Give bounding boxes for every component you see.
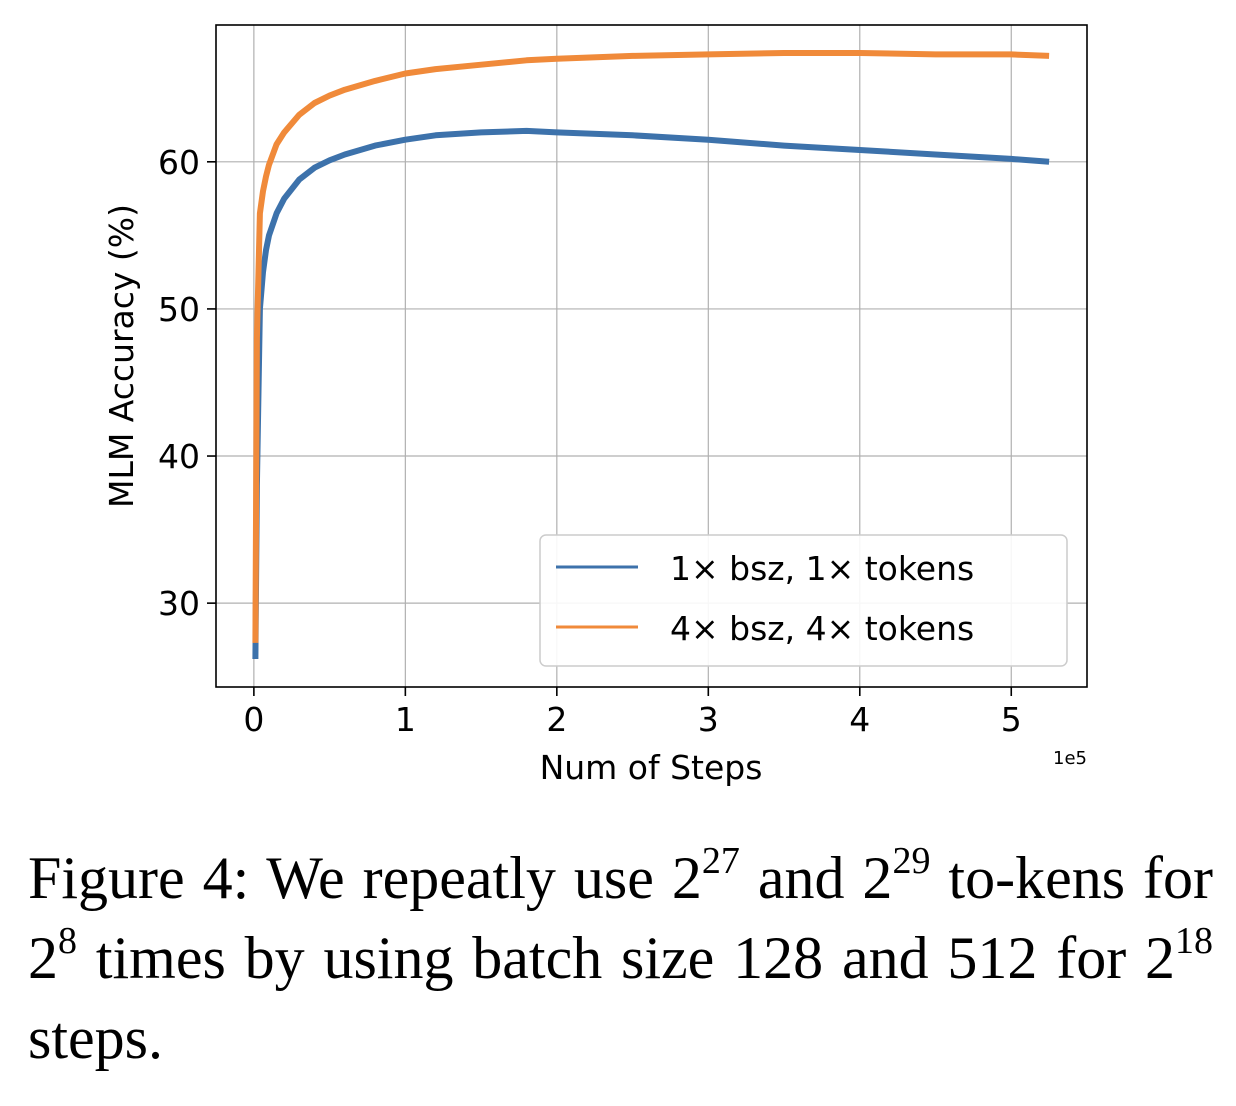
x-tick-label: 3 — [698, 700, 719, 739]
caption-exponent-1: 27 — [701, 840, 740, 882]
legend-box — [539, 534, 1068, 667]
legend-entry-1: 1× bsz, 1× tokens — [670, 549, 974, 588]
line-chart: 0 1 2 3 4 5 30 40 50 60 Num of Steps 1e5 MLM Acc… — [102, 24, 1088, 787]
x-axis-offset-label: 1e5 — [1053, 748, 1087, 769]
x-axis-label: Num of Steps — [540, 748, 763, 787]
x-tick-label: 4 — [849, 700, 870, 739]
y-tick-label: 60 — [158, 143, 200, 182]
figure-caption: Figure 4: We repeatly use 227 and 229 to… — [28, 838, 1213, 1078]
x-tick-label: 2 — [546, 700, 567, 739]
series-lines — [252, 50, 1050, 660]
x-tick-label: 0 — [243, 700, 264, 739]
legend: 1× bsz, 1× tokens 4× bsz, 4× tokens — [539, 534, 1068, 667]
caption-text-4: times by using batch size 128 and 512 fo… — [77, 925, 1175, 991]
plot-frame — [215, 24, 1088, 688]
caption-exponent-3: 8 — [58, 920, 77, 962]
x-tick-label: 5 — [1001, 700, 1022, 739]
series-line-2 — [252, 50, 1050, 643]
legend-entry-2: 4× bsz, 4× tokens — [670, 609, 974, 648]
y-axis-label: MLM Accuracy (%) — [102, 204, 141, 508]
y-tick-label: 40 — [158, 437, 200, 476]
caption-exponent-2: 29 — [892, 840, 931, 882]
caption-text-5: steps. — [28, 1005, 163, 1071]
y-tick-label: 30 — [158, 584, 200, 623]
x-tick-label: 1 — [395, 700, 416, 739]
series-line-1 — [252, 127, 1050, 660]
caption-text-1: Figure 4: We repeatly use 2 — [28, 845, 702, 911]
y-axis-ticks: 30 40 50 60 — [158, 143, 216, 623]
caption-text-2: and 2 — [739, 845, 893, 911]
caption-exponent-4: 18 — [1175, 920, 1213, 962]
y-tick-label: 50 — [158, 290, 200, 329]
caption-text-3: to-kens for 2 — [28, 845, 1214, 991]
x-axis-ticks: 0 1 2 3 4 5 — [243, 687, 1022, 739]
